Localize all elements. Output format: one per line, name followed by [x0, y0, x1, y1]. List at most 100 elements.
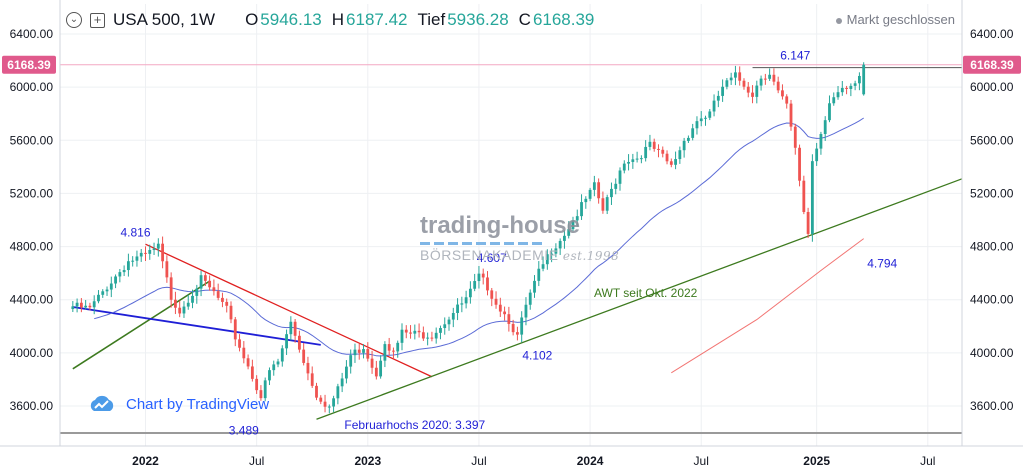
candle-body	[225, 301, 229, 306]
x-tick-label: 2023	[354, 454, 381, 468]
x-tick-label: 2025	[803, 454, 830, 468]
candle-body	[507, 314, 511, 324]
x-tick-label: Jul	[249, 454, 264, 468]
candle-body	[370, 358, 374, 368]
candle-body	[802, 180, 806, 212]
y-tick-left: 6000.00	[10, 80, 54, 94]
candle-body	[584, 198, 588, 203]
y-tick-right: 4800.00	[970, 240, 1014, 254]
candle-body	[276, 361, 280, 365]
candle-body	[486, 277, 489, 291]
candles	[71, 62, 866, 414]
candle-body	[319, 397, 323, 402]
candle-body	[759, 78, 763, 86]
chevron-down-icon[interactable]: ⌄	[66, 12, 82, 28]
candle-body	[174, 299, 177, 308]
candle-body	[246, 358, 250, 367]
y-tick-left: 4800.00	[10, 240, 54, 254]
candle-body	[772, 74, 776, 82]
candle-body	[255, 378, 259, 391]
open-label: O	[245, 10, 259, 29]
candle-body	[708, 111, 712, 118]
candle-body	[105, 289, 109, 292]
candle-body	[528, 292, 532, 305]
candle-body	[165, 261, 169, 278]
candle-body	[477, 273, 481, 282]
candle-body	[144, 252, 147, 254]
candle-body	[426, 337, 430, 339]
candle-body	[392, 350, 395, 352]
candle-body	[644, 146, 648, 159]
candle-body	[272, 364, 276, 371]
candle-body	[285, 334, 288, 349]
candle-body	[511, 323, 515, 333]
candle-body	[199, 275, 203, 289]
annotation-label: AWT seit Okt. 2022	[594, 286, 698, 300]
annotation-label: 6.147	[780, 49, 810, 63]
candle-body	[746, 86, 750, 93]
candle-body	[554, 248, 558, 254]
open-value: 5946.13	[260, 10, 322, 29]
candle-body	[84, 305, 88, 308]
logo-bar	[420, 242, 545, 245]
candle-body	[622, 163, 626, 171]
candle-body	[268, 370, 271, 381]
symbol-label[interactable]: USA 500, 1W	[113, 10, 216, 29]
candle-body	[135, 256, 139, 261]
candle-body	[315, 385, 318, 398]
candle-body	[545, 254, 549, 265]
candle-body	[729, 77, 733, 81]
high-label: H	[331, 10, 345, 29]
candle-body	[460, 303, 464, 305]
candle-body	[221, 297, 224, 302]
trendline-green-support-2022	[72, 280, 211, 370]
candle-body	[293, 321, 297, 336]
candle-body	[550, 253, 554, 255]
tradingview-cloud-icon	[90, 395, 114, 411]
y-tick-left: 3600.00	[10, 399, 54, 413]
logo-subtitle: BÖRSENAKADEMIE est.1998	[420, 247, 620, 263]
candle-body	[456, 304, 459, 314]
annotations: 4.816 3.489 4.607 4.102 6.147 4.794 AWT seit O…	[120, 49, 897, 438]
candle-body	[152, 248, 156, 250]
add-symbol-icon[interactable]: +	[90, 12, 105, 28]
candle-body	[280, 348, 284, 362]
candle-body	[815, 148, 819, 162]
candle-body	[699, 118, 703, 122]
candle-body	[88, 305, 92, 308]
y-tick-left: 4400.00	[10, 293, 54, 307]
candle-body	[524, 304, 528, 318]
candle-body	[678, 150, 682, 160]
price-tag-right	[963, 55, 1021, 74]
candle-body	[520, 317, 524, 335]
candle-body	[563, 235, 566, 241]
price-tag-text: 6168.39	[7, 58, 51, 72]
candle-body	[558, 240, 562, 249]
close-value: 6168.39	[532, 10, 595, 29]
candle-body	[263, 380, 267, 399]
candle-body	[396, 342, 400, 352]
candle-body	[148, 249, 152, 254]
candle-body	[627, 161, 630, 164]
candle-body	[447, 319, 451, 325]
candle-body	[161, 243, 165, 262]
candle-body	[541, 264, 545, 269]
candle-body	[468, 288, 472, 298]
candle-body	[114, 276, 117, 284]
candle-body	[310, 373, 314, 386]
tradingview-watermark[interactable]: Chart by TradingView	[88, 395, 269, 413]
candle-body	[610, 188, 613, 198]
candle-body	[776, 81, 780, 91]
close-label: C	[518, 10, 531, 29]
candle-body	[451, 313, 455, 320]
candle-body	[71, 306, 75, 310]
candle-body	[353, 349, 357, 356]
candle-body	[122, 270, 126, 273]
candle-body	[845, 87, 848, 89]
candle-body	[345, 366, 348, 379]
annotation-label: 4.102	[522, 348, 552, 362]
candle-body	[853, 83, 857, 86]
trendline-red-resistance	[145, 243, 433, 378]
